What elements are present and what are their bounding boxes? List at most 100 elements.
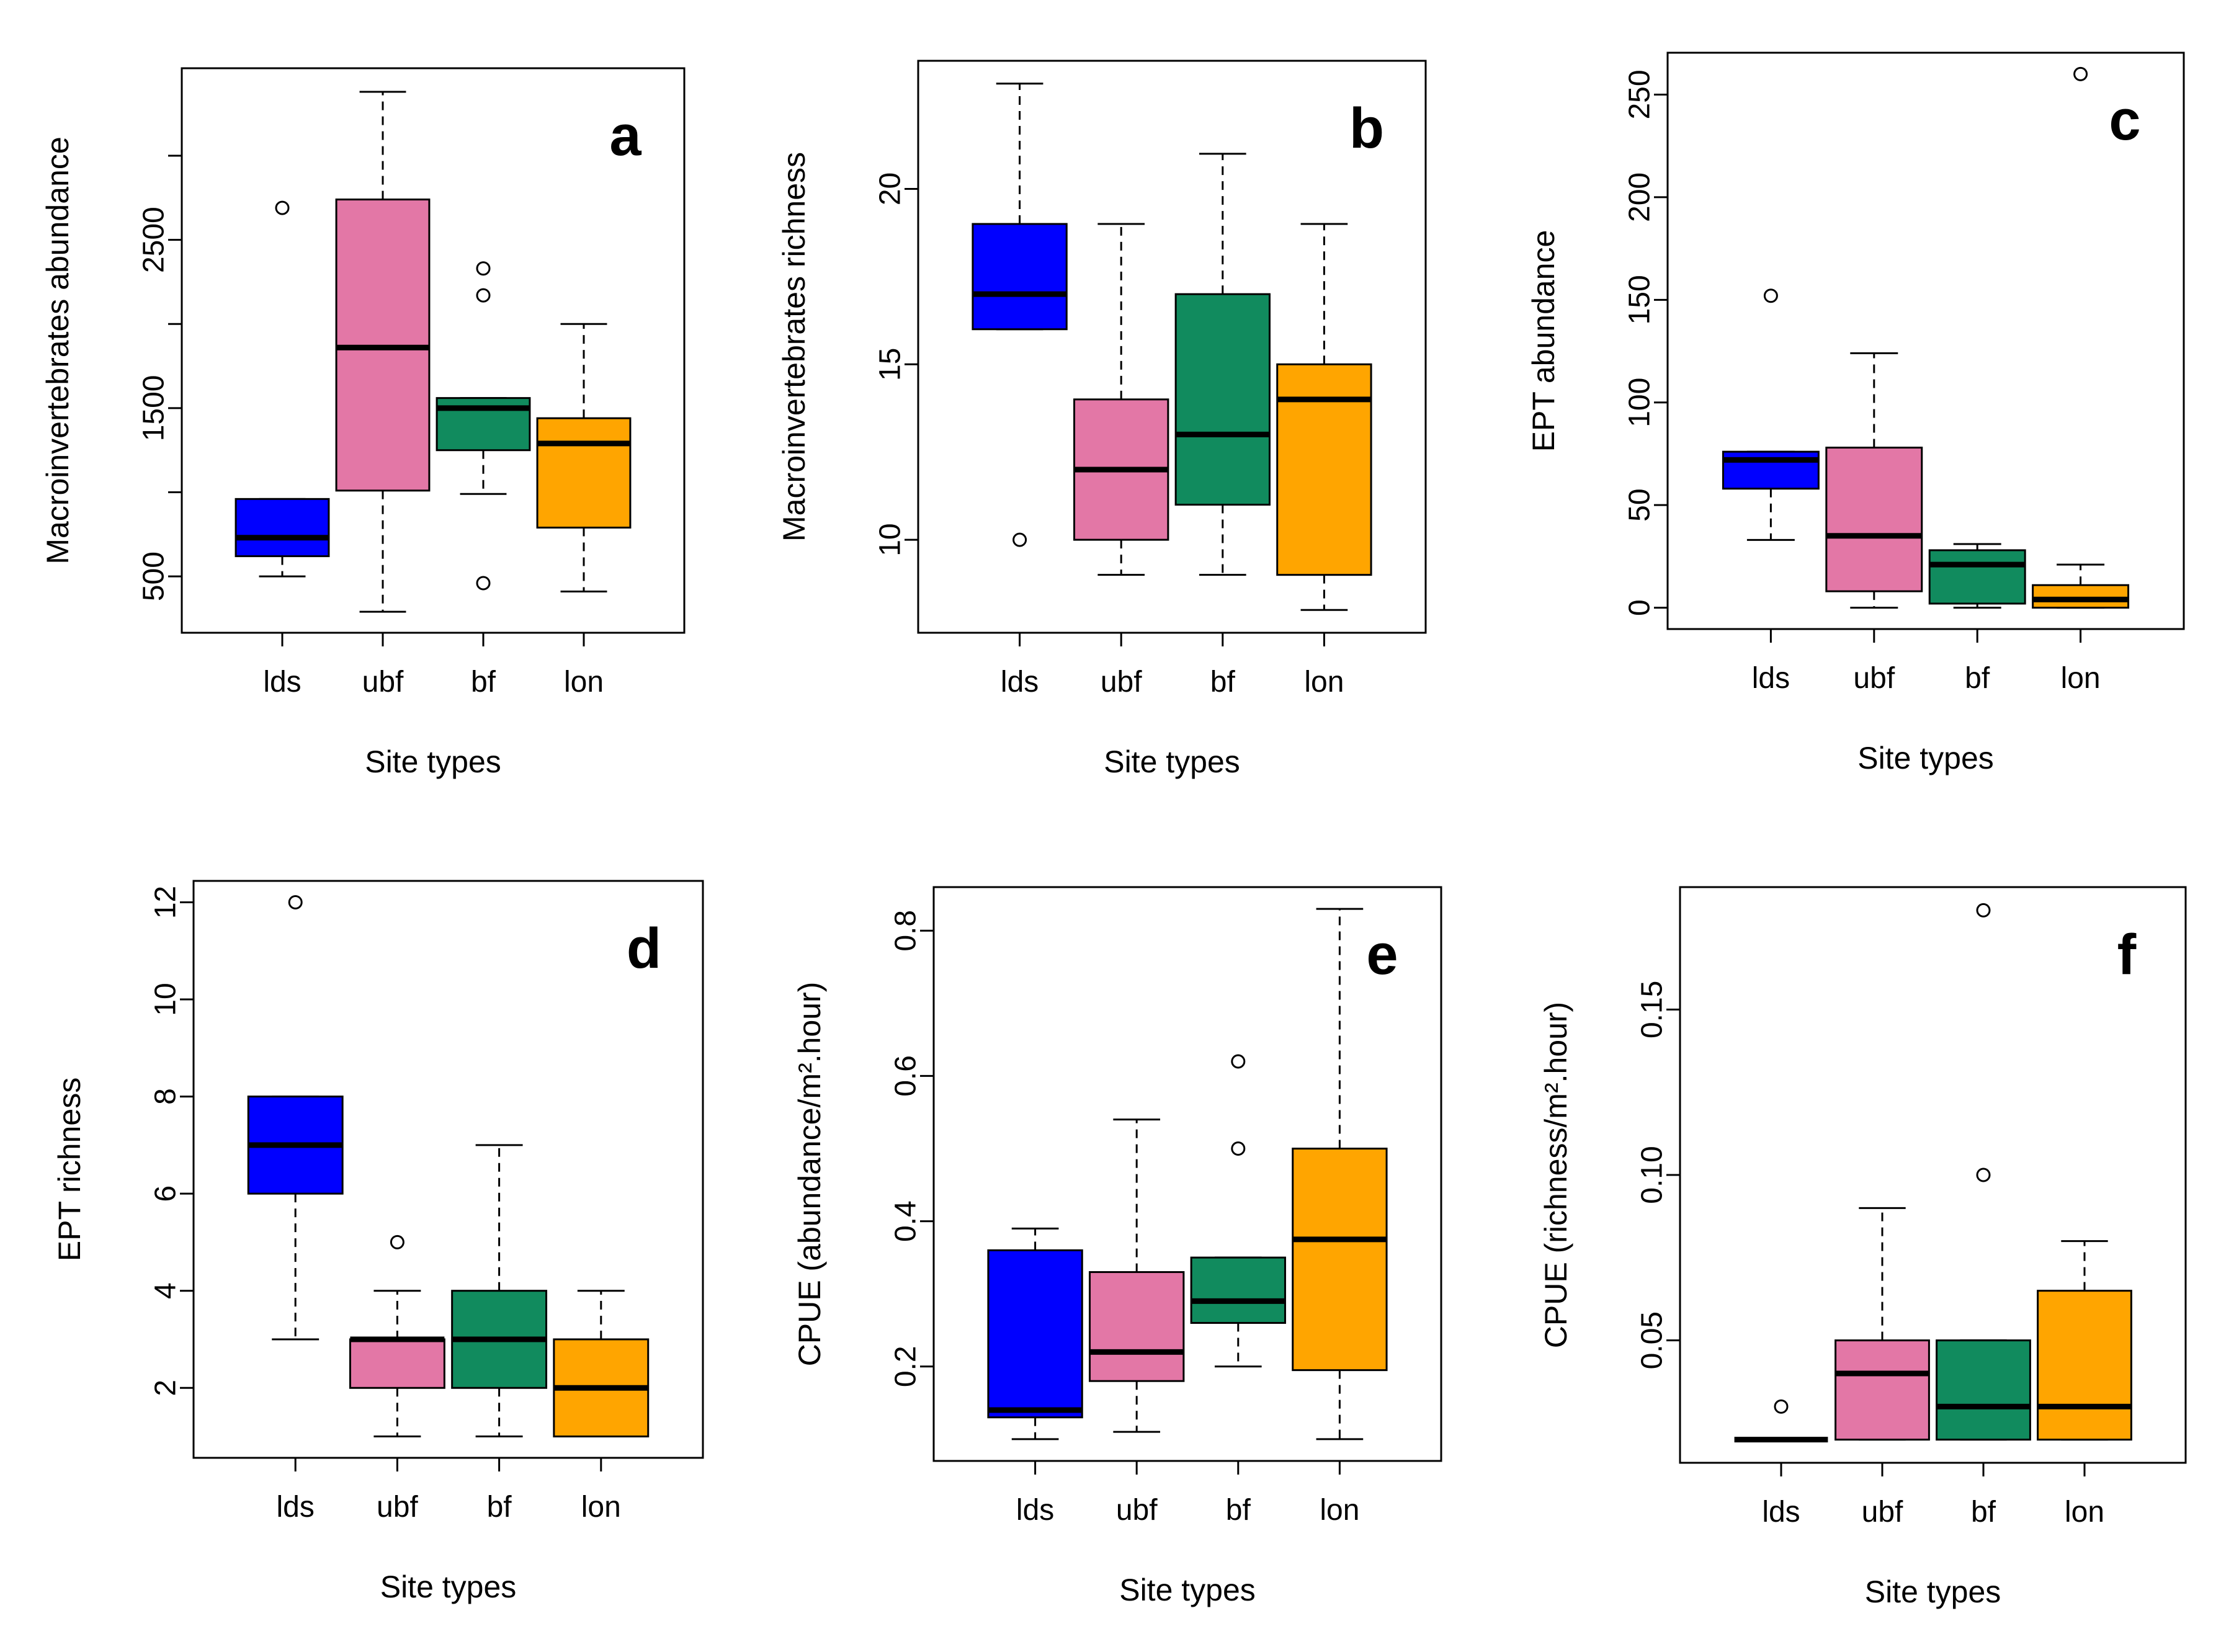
y-tick-label: 250 — [1624, 69, 1656, 119]
box-ubf: ubf — [1834, 1207, 1930, 1529]
y-tick-label: 0.8 — [890, 910, 923, 952]
y-tick-label: 15 — [874, 348, 907, 381]
x-tick-label: lds — [277, 1491, 315, 1524]
y-tick-label: 10 — [150, 983, 182, 1016]
y-tick-label: 10 — [874, 523, 907, 556]
y-tick-label: 2500 — [138, 207, 171, 273]
outlier-point — [476, 261, 491, 276]
box-ubf: ubf — [1073, 223, 1169, 699]
box-bf: bf — [1190, 1054, 1286, 1527]
box-iqr — [2037, 1290, 2132, 1441]
plot-frame — [932, 886, 1442, 1462]
x-axis-title: Site types — [365, 744, 501, 779]
y-tick-label: 4 — [150, 1282, 182, 1299]
x-tick-label: ubf — [1862, 1496, 1903, 1529]
outlier-point — [1763, 288, 1778, 303]
x-tick-label: lon — [1304, 666, 1344, 699]
panel-letter: c — [2109, 89, 2140, 152]
box-lon: lon — [2032, 66, 2130, 695]
x-tick-label: lds — [1001, 666, 1039, 699]
box-iqr — [987, 1249, 1083, 1419]
box-iqr — [1834, 1339, 1930, 1441]
panel-e: 0.2 0.4 0.6 0.8 CPUE (abundance/m².hour) Site… — [792, 886, 1442, 1607]
box-iqr — [349, 1338, 445, 1389]
x-tick-label: bf — [1971, 1496, 1996, 1529]
y-axis-title: CPUE (richness/m².hour) — [1539, 1002, 1573, 1348]
x-tick-label: lon — [564, 666, 604, 699]
box-lds: lds — [247, 895, 344, 1524]
y-tick-label: 0 — [1624, 599, 1656, 616]
y-tick-label: 12 — [150, 886, 182, 919]
x-tick-label: ubf — [362, 666, 404, 699]
outlier-point — [476, 576, 491, 591]
x-tick-label: lds — [1016, 1494, 1054, 1527]
box-iqr — [1928, 549, 2026, 605]
box-iqr — [1190, 1256, 1286, 1324]
x-tick-label: bf — [1226, 1494, 1251, 1527]
y-tick-label: 0.10 — [1636, 1146, 1669, 1203]
x-tick-label: lds — [1752, 662, 1790, 695]
x-tick-label: lds — [1762, 1496, 1800, 1529]
panel-letter: f — [2117, 923, 2137, 986]
plot-frame — [192, 880, 704, 1459]
y-axis-title: Macroinvertebrates abundance — [40, 136, 75, 564]
outlier-point — [1774, 1399, 1789, 1414]
y-axis-title: Macroinvertebrates richness — [777, 152, 811, 542]
y-tick-label: 500 — [138, 551, 171, 601]
x-tick-label: lds — [263, 666, 301, 699]
y-tick-label: 200 — [1624, 172, 1656, 222]
y-tick-label: 0.6 — [890, 1055, 923, 1097]
outlier-point — [476, 288, 491, 303]
panel-c: 0 50 100 150 200 250 EPT abundance Site types c l… — [1526, 51, 2185, 775]
y-tick-label: 0.05 — [1636, 1311, 1669, 1369]
panel-letter: b — [1349, 97, 1384, 160]
box-ubf: ubf — [1089, 1118, 1185, 1527]
x-tick-label: bf — [487, 1491, 512, 1524]
panel-f: 0.05 0.10 0.15 CPUE (richness/m².hour) Site … — [1539, 886, 2187, 1609]
box-lds: lds — [987, 1227, 1083, 1527]
box-iqr — [972, 223, 1068, 331]
outlier-point — [1012, 532, 1027, 547]
y-tick-label: 50 — [1624, 488, 1656, 521]
y-axis-title: EPT abundance — [1526, 230, 1561, 452]
panel-letter: d — [627, 917, 661, 980]
y-tick-label: 2 — [150, 1380, 182, 1396]
y-tick-label: 0.2 — [890, 1346, 923, 1387]
x-axis-title: Site types — [380, 1569, 517, 1604]
box-iqr — [1174, 293, 1271, 506]
plot-frame — [181, 67, 686, 634]
box-iqr — [1936, 1339, 2031, 1441]
outlier-point — [1231, 1054, 1246, 1069]
box-lon: lon — [536, 323, 632, 699]
x-tick-label: bf — [1210, 666, 1236, 699]
box-iqr — [536, 417, 632, 529]
y-tick-label: 0.15 — [1636, 981, 1669, 1038]
box-lon: lon — [1276, 223, 1372, 699]
x-tick-label: ubf — [377, 1491, 418, 1524]
box-iqr — [235, 498, 330, 558]
outlier-point — [2073, 66, 2088, 81]
box-lds: lds — [972, 83, 1068, 699]
y-tick-label: 100 — [1624, 378, 1656, 427]
box-bf: bf — [451, 1144, 548, 1524]
box-ubf: ubf — [1825, 352, 1923, 695]
outlier-point — [275, 200, 290, 215]
box-bf: bf — [436, 261, 531, 699]
x-axis-title: Site types — [1857, 741, 1994, 775]
x-axis-title: Site types — [1865, 1574, 2001, 1609]
box-bf: bf — [1928, 543, 2026, 695]
y-axis-title: EPT richness — [52, 1078, 87, 1261]
outlier-point — [1976, 1168, 1991, 1182]
x-tick-label: lon — [581, 1491, 621, 1524]
x-tick-label: bf — [1965, 662, 1990, 695]
box-lds: lds — [1722, 288, 1820, 695]
plot-frame — [1666, 51, 2185, 630]
panel-a: 500 1500 2500 Macroinvertebrates abundance S… — [40, 67, 686, 779]
x-tick-label: lon — [1320, 1494, 1359, 1527]
x-tick-label: lon — [2065, 1496, 2104, 1529]
x-axis-title: Site types — [1119, 1573, 1256, 1607]
x-tick-label: ubf — [1116, 1494, 1158, 1527]
x-tick-label: lon — [2061, 662, 2101, 695]
box-iqr — [1825, 447, 1923, 592]
